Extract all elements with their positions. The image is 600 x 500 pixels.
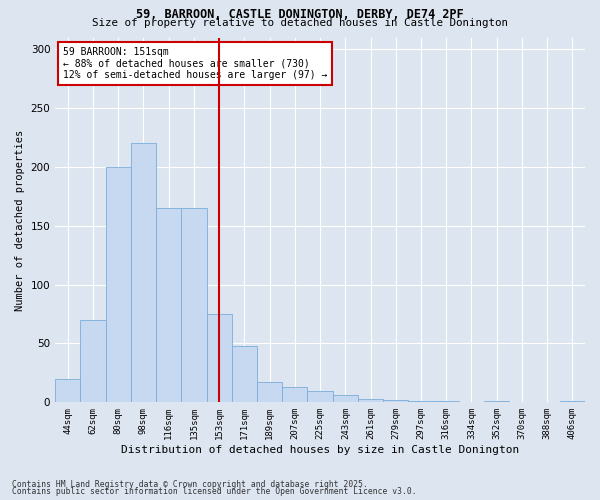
X-axis label: Distribution of detached houses by size in Castle Donington: Distribution of detached houses by size … xyxy=(121,445,519,455)
Bar xyxy=(484,401,509,402)
Bar xyxy=(560,401,585,402)
Bar xyxy=(181,208,206,402)
Bar xyxy=(358,399,383,402)
Text: Contains public sector information licensed under the Open Government Licence v3: Contains public sector information licen… xyxy=(12,487,416,496)
Bar xyxy=(257,382,282,402)
Bar xyxy=(232,346,257,403)
Text: Contains HM Land Registry data © Crown copyright and database right 2025.: Contains HM Land Registry data © Crown c… xyxy=(12,480,368,489)
Text: 59 BARROON: 151sqm
← 88% of detached houses are smaller (730)
12% of semi-detach: 59 BARROON: 151sqm ← 88% of detached hou… xyxy=(63,46,328,80)
Bar xyxy=(409,401,434,402)
Bar xyxy=(131,144,156,402)
Bar xyxy=(106,167,131,402)
Bar xyxy=(282,387,307,402)
Bar xyxy=(332,396,358,402)
Bar xyxy=(156,208,181,402)
Bar xyxy=(206,314,232,402)
Bar xyxy=(55,379,80,402)
Bar xyxy=(307,390,332,402)
Text: 59, BARROON, CASTLE DONINGTON, DERBY, DE74 2PF: 59, BARROON, CASTLE DONINGTON, DERBY, DE… xyxy=(136,8,464,20)
Bar xyxy=(434,401,459,402)
Bar xyxy=(383,400,409,402)
Bar xyxy=(80,320,106,402)
Text: Size of property relative to detached houses in Castle Donington: Size of property relative to detached ho… xyxy=(92,18,508,28)
Y-axis label: Number of detached properties: Number of detached properties xyxy=(15,130,25,310)
